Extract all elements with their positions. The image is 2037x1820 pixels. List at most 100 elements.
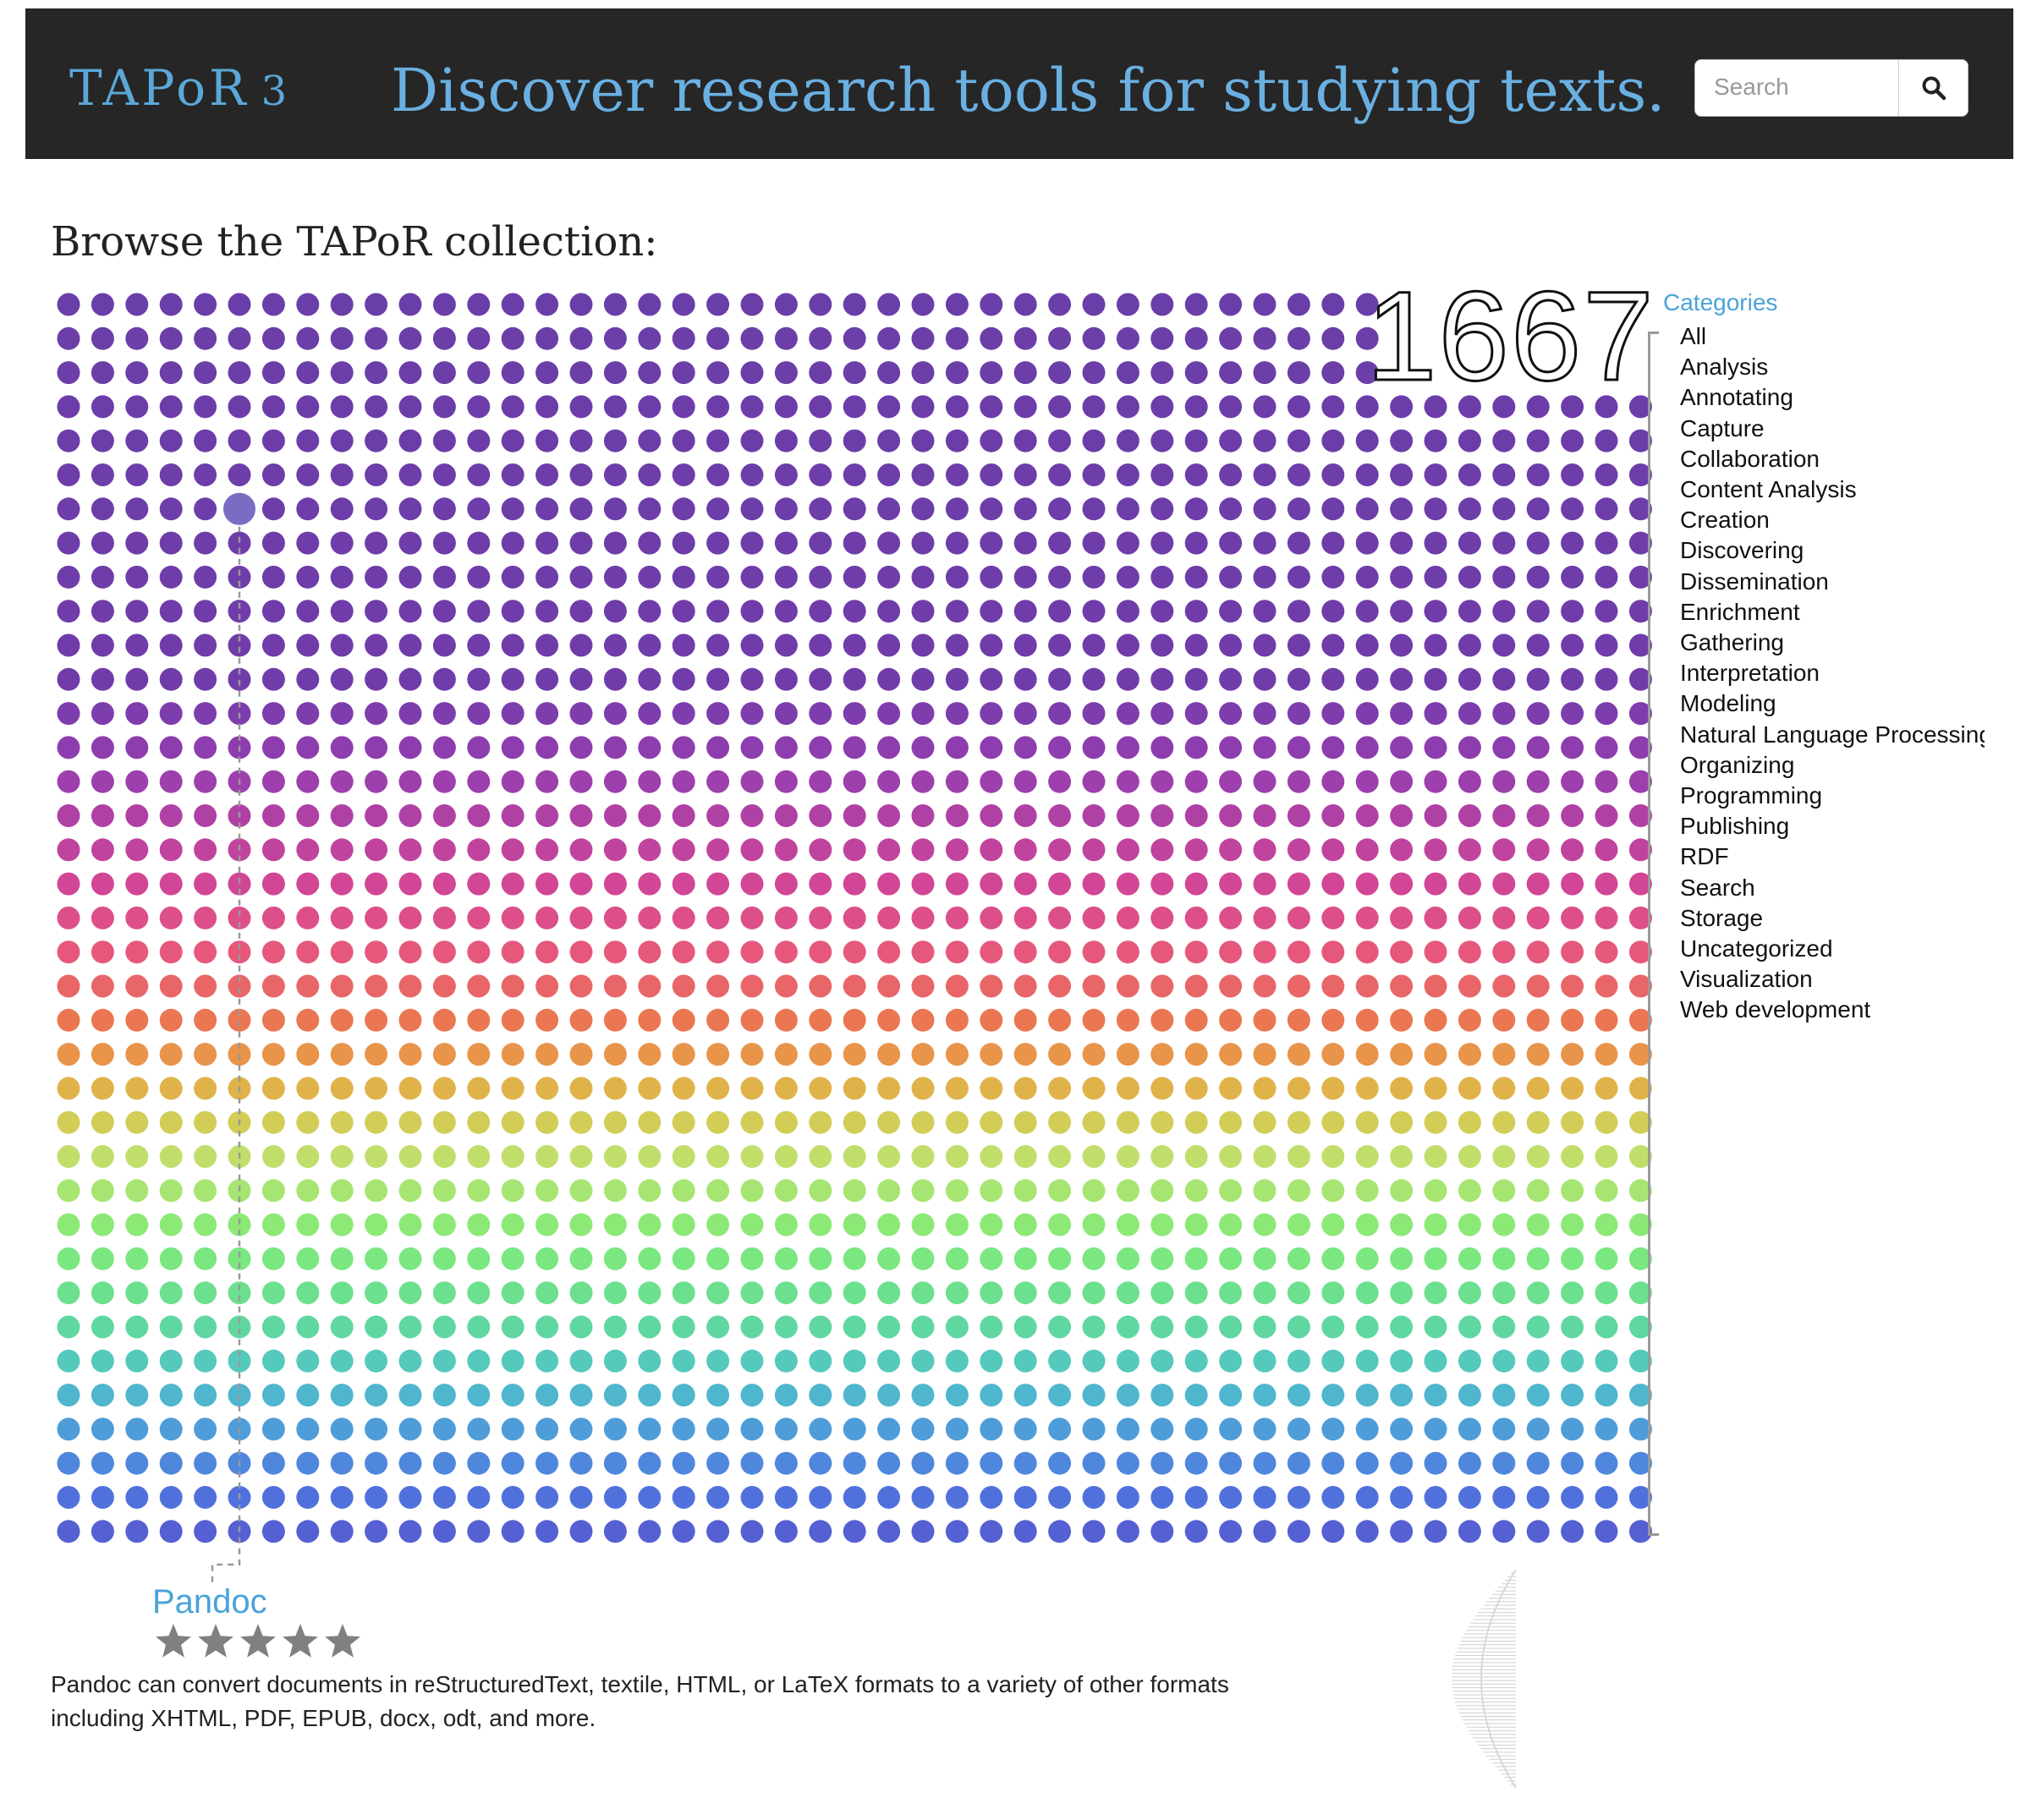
tool-dot[interactable] xyxy=(911,1077,935,1100)
tool-dot[interactable] xyxy=(91,1110,114,1134)
tool-dot[interactable] xyxy=(159,531,183,555)
tool-dot[interactable] xyxy=(843,1315,866,1339)
tool-dot[interactable] xyxy=(911,293,935,316)
tool-dot[interactable] xyxy=(296,804,320,827)
tool-dot[interactable] xyxy=(57,326,80,350)
tool-dot[interactable] xyxy=(1219,1417,1243,1441)
tool-dot[interactable] xyxy=(843,565,866,589)
tool-dot[interactable] xyxy=(1116,1110,1139,1134)
tool-dot[interactable] xyxy=(945,293,969,316)
tool-dot[interactable] xyxy=(1219,906,1243,929)
tool-dot[interactable] xyxy=(809,1349,832,1373)
tool-dot[interactable] xyxy=(467,1281,491,1305)
tool-dot[interactable] xyxy=(1287,1281,1310,1305)
tool-dot[interactable] xyxy=(1013,497,1037,521)
tool-dot[interactable] xyxy=(1561,838,1584,862)
tool-dot[interactable] xyxy=(1048,1110,1072,1134)
tool-dot[interactable] xyxy=(740,565,764,589)
tool-dot[interactable] xyxy=(432,906,456,929)
tool-dot[interactable] xyxy=(1424,872,1447,896)
tool-dot[interactable] xyxy=(843,1520,866,1543)
tool-dot[interactable] xyxy=(296,326,320,350)
tool-dot[interactable] xyxy=(911,974,935,998)
tool-dot[interactable] xyxy=(228,1281,251,1305)
tool-dot[interactable] xyxy=(1424,1349,1447,1373)
tool-dot[interactable] xyxy=(1082,565,1106,589)
tool-dot[interactable] xyxy=(945,906,969,929)
tool-dot[interactable] xyxy=(774,1145,798,1168)
tool-dot[interactable] xyxy=(467,293,491,316)
tool-dot[interactable] xyxy=(980,906,1003,929)
tool-dot[interactable] xyxy=(296,633,320,657)
tool-dot[interactable] xyxy=(1561,1451,1584,1475)
tool-dot[interactable] xyxy=(1355,1281,1379,1305)
tool-dot[interactable] xyxy=(740,940,764,964)
tool-dot[interactable] xyxy=(945,463,969,486)
tool-dot[interactable] xyxy=(1287,940,1310,964)
tool-dot[interactable] xyxy=(1526,1213,1550,1236)
tool-dot[interactable] xyxy=(194,1110,217,1134)
tool-dot[interactable] xyxy=(1595,1417,1618,1441)
tool-dot[interactable] xyxy=(398,1247,422,1270)
tool-dot[interactable] xyxy=(228,463,251,486)
tool-dot[interactable] xyxy=(1184,1281,1208,1305)
tool-dot[interactable] xyxy=(1390,804,1414,827)
tool-dot[interactable] xyxy=(1219,1247,1243,1270)
tool-dot[interactable] xyxy=(1048,326,1072,350)
tool-dot[interactable] xyxy=(91,804,114,827)
tool-dot[interactable] xyxy=(1628,1213,1652,1236)
tool-dot[interactable] xyxy=(365,736,388,759)
tool-dot[interactable] xyxy=(774,293,798,316)
tool-dot[interactable] xyxy=(1150,1417,1174,1441)
tool-dot[interactable] xyxy=(1492,974,1516,998)
tool-dot[interactable] xyxy=(638,1384,662,1407)
tool-dot[interactable] xyxy=(1116,1384,1139,1407)
tool-dot[interactable] xyxy=(740,872,764,896)
tool-dot[interactable] xyxy=(1595,565,1618,589)
tool-dot[interactable] xyxy=(1595,1451,1618,1475)
tool-dot[interactable] xyxy=(467,326,491,350)
tool-dot[interactable] xyxy=(1082,804,1106,827)
tool-dot[interactable] xyxy=(1013,565,1037,589)
tool-dot[interactable] xyxy=(1526,974,1550,998)
tool-dot[interactable] xyxy=(1082,633,1106,657)
tool-dot[interactable] xyxy=(1424,940,1447,964)
tool-dot[interactable] xyxy=(1390,1077,1414,1100)
tool-dot[interactable] xyxy=(1458,667,1481,691)
tool-dot[interactable] xyxy=(1253,1451,1277,1475)
tool-dot[interactable] xyxy=(843,736,866,759)
category-item[interactable]: Natural Language Processing xyxy=(1680,721,1985,748)
tool-dot[interactable] xyxy=(706,1520,730,1543)
tool-dot[interactable] xyxy=(1355,395,1379,419)
tool-dot[interactable] xyxy=(501,429,524,452)
tool-dot[interactable] xyxy=(1526,600,1550,623)
tool-dot[interactable] xyxy=(194,1315,217,1339)
tool-dot[interactable] xyxy=(1253,633,1277,657)
tool-dot[interactable] xyxy=(740,1077,764,1100)
tool-dot[interactable] xyxy=(159,667,183,691)
tool-dot[interactable] xyxy=(1013,429,1037,452)
tool-dot[interactable] xyxy=(1321,736,1345,759)
tool-dot[interactable] xyxy=(365,565,388,589)
tool-dot[interactable] xyxy=(1082,1247,1106,1270)
tool-dot[interactable] xyxy=(1013,804,1037,827)
tool-dot[interactable] xyxy=(1628,1349,1652,1373)
tool-dot[interactable] xyxy=(535,702,559,726)
tool-dot[interactable] xyxy=(125,1349,149,1373)
tool-dot[interactable] xyxy=(809,1213,832,1236)
tool-dot[interactable] xyxy=(1321,974,1345,998)
tool-dot[interactable] xyxy=(980,429,1003,452)
tool-dot[interactable] xyxy=(638,702,662,726)
tool-dot[interactable] xyxy=(398,1315,422,1339)
tool-dot[interactable] xyxy=(1219,702,1243,726)
tool-dot[interactable] xyxy=(1150,1110,1174,1134)
tool-dot[interactable] xyxy=(672,906,695,929)
tool-dot[interactable] xyxy=(603,463,627,486)
tool-dot[interactable] xyxy=(501,974,524,998)
tool-dot[interactable] xyxy=(365,1213,388,1236)
tool-dot[interactable] xyxy=(843,1451,866,1475)
tool-dot[interactable] xyxy=(1561,1043,1584,1066)
tool-dot[interactable] xyxy=(911,1110,935,1134)
tool-dot[interactable] xyxy=(330,906,354,929)
tool-dot[interactable] xyxy=(1458,1179,1481,1203)
